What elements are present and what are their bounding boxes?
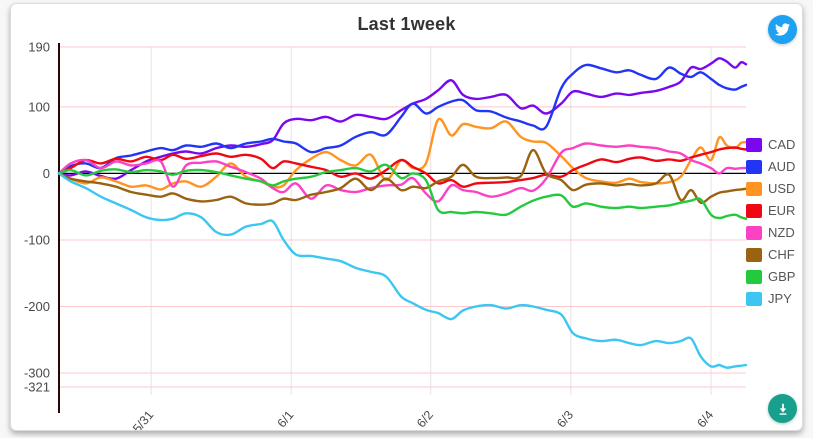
line-chart: 5/31 6/1 6/2 6/3 6/4 190 100 0 -100 -200 -300-321: [24, 40, 748, 430]
chart-legend: CAD AUD USD EUR NZD CHF GBP JPY: [746, 137, 800, 306]
legend-item-usd[interactable]: USD: [746, 181, 800, 196]
legend-item-aud[interactable]: AUD: [746, 159, 800, 174]
series-line-gbp: [57, 163, 748, 220]
legend-item-cad[interactable]: CAD: [746, 137, 800, 152]
download-button[interactable]: [768, 394, 797, 423]
twitter-share-button[interactable]: [768, 15, 797, 44]
y-axis-label: 100: [28, 99, 50, 114]
y-axis-label: 190: [28, 40, 50, 55]
legend-label-chf: CHF: [768, 247, 795, 262]
x-axis-label: 6/4: [694, 408, 716, 430]
y-axis-label: -200: [24, 299, 50, 314]
y-axis-label: -321: [24, 380, 50, 395]
series-line-eur: [57, 146, 748, 188]
legend-swatch-aud: [746, 159, 762, 174]
chart-title: Last 1week: [357, 14, 456, 34]
series-line-chf: [57, 148, 748, 206]
legend-label-aud: AUD: [768, 159, 796, 174]
series-line-nzd: [57, 142, 748, 203]
download-icon: [776, 402, 790, 416]
series-line-usd: [57, 117, 748, 191]
legend-item-eur[interactable]: EUR: [746, 203, 800, 218]
legend-swatch-nzd: [746, 225, 762, 240]
legend-label-cad: CAD: [768, 137, 796, 152]
legend-swatch-jpy: [746, 291, 762, 306]
y-axis-label: 0: [43, 166, 50, 181]
x-axis-label: 6/3: [554, 408, 576, 430]
x-axis-label: 6/2: [414, 408, 436, 430]
legend-label-gbp: GBP: [768, 269, 796, 284]
twitter-icon: [775, 22, 790, 37]
legend-swatch-gbp: [746, 269, 762, 284]
legend-label-eur: EUR: [768, 203, 796, 218]
series-line-aud: [57, 63, 748, 175]
legend-swatch-chf: [746, 247, 762, 262]
legend-swatch-eur: [746, 203, 762, 218]
legend-item-jpy[interactable]: JPY: [746, 291, 800, 306]
legend-swatch-cad: [746, 137, 762, 152]
series-line-jpy: [57, 172, 748, 369]
x-axis-label: 5/31: [130, 408, 156, 430]
legend-swatch-usd: [746, 181, 762, 196]
legend-label-nzd: NZD: [768, 225, 795, 240]
legend-item-chf[interactable]: CHF: [746, 247, 800, 262]
y-axis-label: -100: [24, 233, 50, 248]
legend-item-gbp[interactable]: GBP: [746, 269, 800, 284]
y-axis-label: -300: [24, 366, 50, 381]
legend-label-usd: USD: [768, 181, 796, 196]
legend-item-nzd[interactable]: NZD: [746, 225, 800, 240]
legend-label-jpy: JPY: [768, 291, 792, 306]
chart-card: Last 1week 5/31 6/1 6/2 6/3 6/4 190 100 0 -100 -2…: [10, 3, 803, 431]
series-line-cad: [57, 57, 748, 181]
x-axis-label: 6/1: [275, 408, 297, 430]
